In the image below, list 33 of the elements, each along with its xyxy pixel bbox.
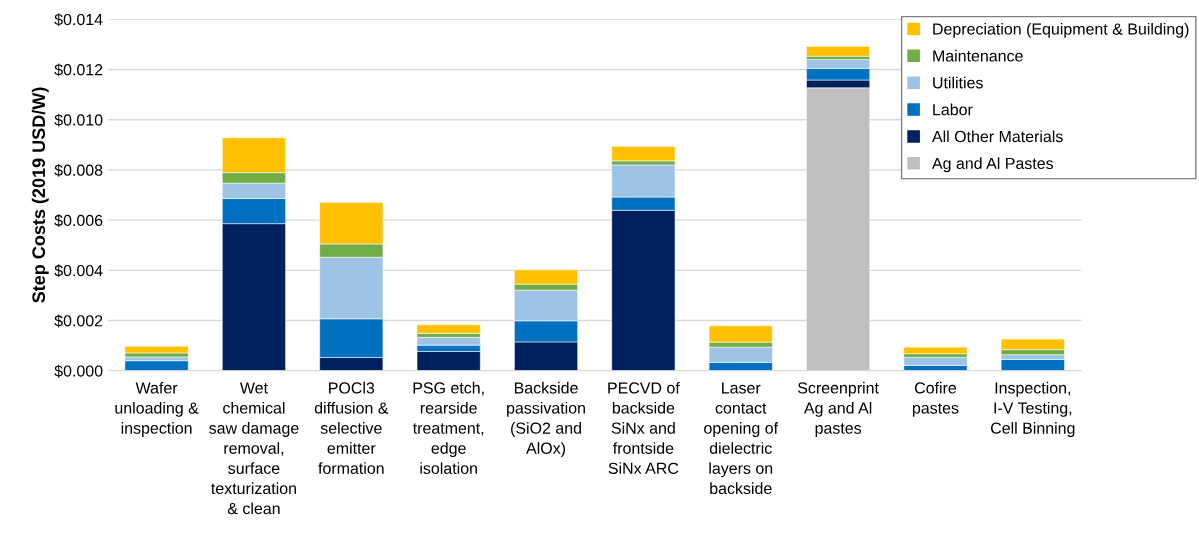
bar — [903, 357, 968, 366]
y-tick-label: $0.000 — [54, 364, 103, 378]
y-axis-title: Step Costs (2019 USD/W) — [31, 87, 49, 303]
legend-label: Maintenance — [933, 49, 1023, 62]
bar — [806, 46, 871, 57]
x-tick-label: Wafer unloading & inspection — [115, 381, 199, 437]
y-tick-label: $0.004 — [54, 264, 103, 278]
bar — [903, 346, 968, 354]
legend-label: Labor — [933, 103, 973, 116]
x-tick-label: Cofire pastes — [912, 381, 959, 417]
bar — [611, 146, 676, 162]
bar — [124, 360, 189, 371]
x-tick-label: PECVD of backside SiNx and frontside SiNx ARC — [608, 381, 680, 474]
y-tick-label: $0.006 — [54, 214, 103, 228]
legend-label: Depreciation (Equipment & Building) — [933, 22, 1189, 38]
y-tick-label: $0.008 — [54, 163, 103, 177]
x-tick-label: PSG etch, rearside treatment, edge isolation — [412, 381, 484, 474]
legend-label: Ag and Al Pastes — [932, 157, 1054, 173]
x-tick-label: POCl3 diffusion & selective emitter formation — [314, 381, 389, 474]
bar — [124, 345, 189, 354]
x-tick-label: Wet chemical saw damage removal, surface texturization & clean — [209, 382, 299, 515]
bar — [416, 324, 481, 334]
x-tick-label: Laser contact opening of dielectric layers on backside — [704, 382, 779, 495]
y-tick-label: $0.014 — [54, 13, 103, 27]
x-tick-label: Backside passivation (SiO2 and AlOx) — [507, 381, 585, 458]
x-tick-label: Screenprint Ag and Al pastes — [797, 381, 879, 437]
y-tick-label: $0.012 — [54, 63, 103, 77]
bar — [1000, 359, 1065, 371]
legend-label: All Other Materials — [932, 130, 1063, 143]
y-tick-label: $0.010 — [54, 113, 103, 127]
y-tick-label: $0.002 — [54, 314, 103, 328]
legend-label: Utilities — [933, 76, 983, 89]
x-tick-label: Inspection, I-V Testing, Cell Binning — [991, 381, 1075, 437]
